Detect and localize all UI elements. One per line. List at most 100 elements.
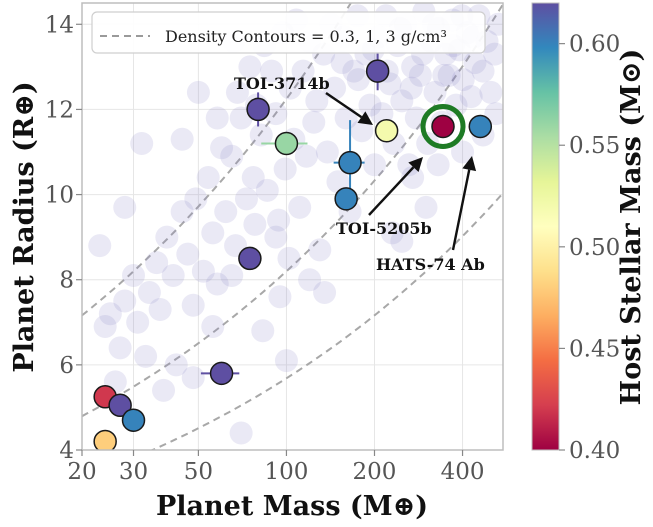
background-planet-point (137, 280, 161, 304)
background-planet-point (423, 80, 447, 104)
background-planet-point (380, 221, 404, 245)
background-planet-point (426, 153, 450, 177)
background-planet-point (315, 140, 339, 164)
background-planet-point (93, 315, 117, 339)
planet-point (468, 114, 493, 139)
planet-point (338, 150, 362, 175)
background-planet-point (451, 140, 475, 164)
background-planet-point (278, 76, 302, 100)
colorbar-tick-label: 0.55 (569, 133, 620, 159)
colorbar-tick-label: 0.60 (569, 32, 620, 58)
planet-point (93, 429, 117, 450)
background-planet-point (268, 285, 292, 309)
background-planet-point (170, 127, 194, 151)
background-planet-point (416, 131, 440, 155)
background-planet-point (342, 59, 366, 83)
background-planet-point (397, 153, 421, 177)
x-axis-ticks: 20 30 50 100 200 400 (67, 450, 485, 485)
background-planet-point (214, 200, 238, 224)
background-planet-point (152, 378, 176, 402)
highlighted-planets (93, 51, 493, 450)
y-tick-label: 6 (59, 353, 74, 379)
planet-point (209, 361, 234, 386)
background-planet-point (288, 195, 312, 219)
background-planet-point (205, 106, 229, 130)
background-planet-point (181, 293, 205, 317)
background-planet-point (432, 63, 456, 87)
legend-label: Density Contours = 0.3, 1, 3 g/cm³ (165, 27, 447, 46)
background-planet-point (196, 166, 220, 190)
background-planet-point (113, 195, 137, 219)
background-planet-point (459, 85, 483, 109)
y-tick-label: 14 (45, 12, 74, 38)
background-planet-point (350, 119, 374, 143)
background-planet-point (479, 80, 503, 104)
background-planet-point (298, 268, 322, 292)
colorbar-title: Host Stellar Mass (M⊙) (616, 49, 647, 406)
background-planet-point (362, 153, 386, 177)
background-planet-point (260, 59, 284, 83)
background-planet-point (273, 157, 297, 181)
background-planet-point (437, 63, 461, 87)
annotation-arrow-shaft (368, 166, 415, 216)
background-planet-point (88, 234, 112, 258)
background-planet-point (291, 59, 315, 83)
x-tick-label: 400 (441, 459, 485, 485)
background-planet-point (241, 166, 265, 190)
background-planet-point (201, 221, 225, 245)
x-axis-title: Planet Mass (M⊕) (156, 491, 428, 522)
background-planet-point (408, 63, 432, 87)
background-planet-point (264, 225, 288, 249)
background-planet-point (210, 136, 234, 160)
background-planet-point (264, 102, 288, 126)
colorbar-tick-label: 0.45 (569, 336, 620, 362)
y-axis-ticks: 4 6 8 10 12 14 (45, 12, 82, 464)
background-planet-point (390, 229, 414, 253)
y-tick-label: 4 (59, 438, 74, 464)
colorbar-tick-label: 0.40 (569, 438, 620, 464)
background-planet-point (313, 280, 337, 304)
background-planet-point (243, 212, 267, 236)
planet-point (108, 393, 132, 418)
planet-point (274, 131, 299, 156)
planet-point (365, 59, 390, 83)
background-planet-point (399, 76, 423, 100)
y-tick-label: 8 (59, 268, 74, 294)
colorbar-gradient (531, 2, 560, 451)
background-planet-point (170, 200, 194, 224)
annotations: TOI-3714b TOI-5205b HATS-74 Ab (234, 74, 485, 274)
background-planet-point (401, 55, 425, 79)
background-planet-point (255, 178, 279, 202)
planet-point (121, 408, 146, 432)
x-tick-label: 50 (184, 459, 213, 485)
background-planet-point (274, 349, 298, 373)
annotation-label: TOI-5205b (336, 219, 432, 238)
colorbar-ticks: 0.40 0.45 0.50 0.55 0.60 (559, 32, 620, 464)
background-planet-point (390, 89, 414, 113)
background-planet-point (148, 298, 172, 322)
background-planet-point (145, 251, 169, 275)
background-planet-point (414, 195, 438, 219)
background-planet-point (334, 106, 358, 130)
background-planet-point (161, 263, 185, 287)
background-planet-point (126, 310, 150, 334)
plot-frame (81, 2, 504, 451)
background-planet-point (486, 12, 503, 36)
background-planet-point (471, 59, 495, 83)
density-contour-line (149, 192, 503, 450)
background-planet-point (234, 187, 258, 211)
x-tick-label: 30 (119, 459, 148, 485)
planet-point (374, 118, 399, 143)
background-planet-point (451, 68, 475, 92)
background-planet-point (358, 93, 382, 117)
planet-point (431, 114, 455, 139)
background-planet-point (113, 289, 137, 313)
annotation-arrow-head (408, 157, 423, 173)
annotation-arrow-head (357, 111, 373, 125)
background-planet-point (302, 110, 326, 134)
annotation-arrow-shaft (451, 169, 471, 251)
legend-box (91, 11, 486, 54)
background-planet-point (205, 272, 229, 296)
planet-point (238, 246, 262, 271)
x-tick-label: 200 (353, 459, 397, 485)
